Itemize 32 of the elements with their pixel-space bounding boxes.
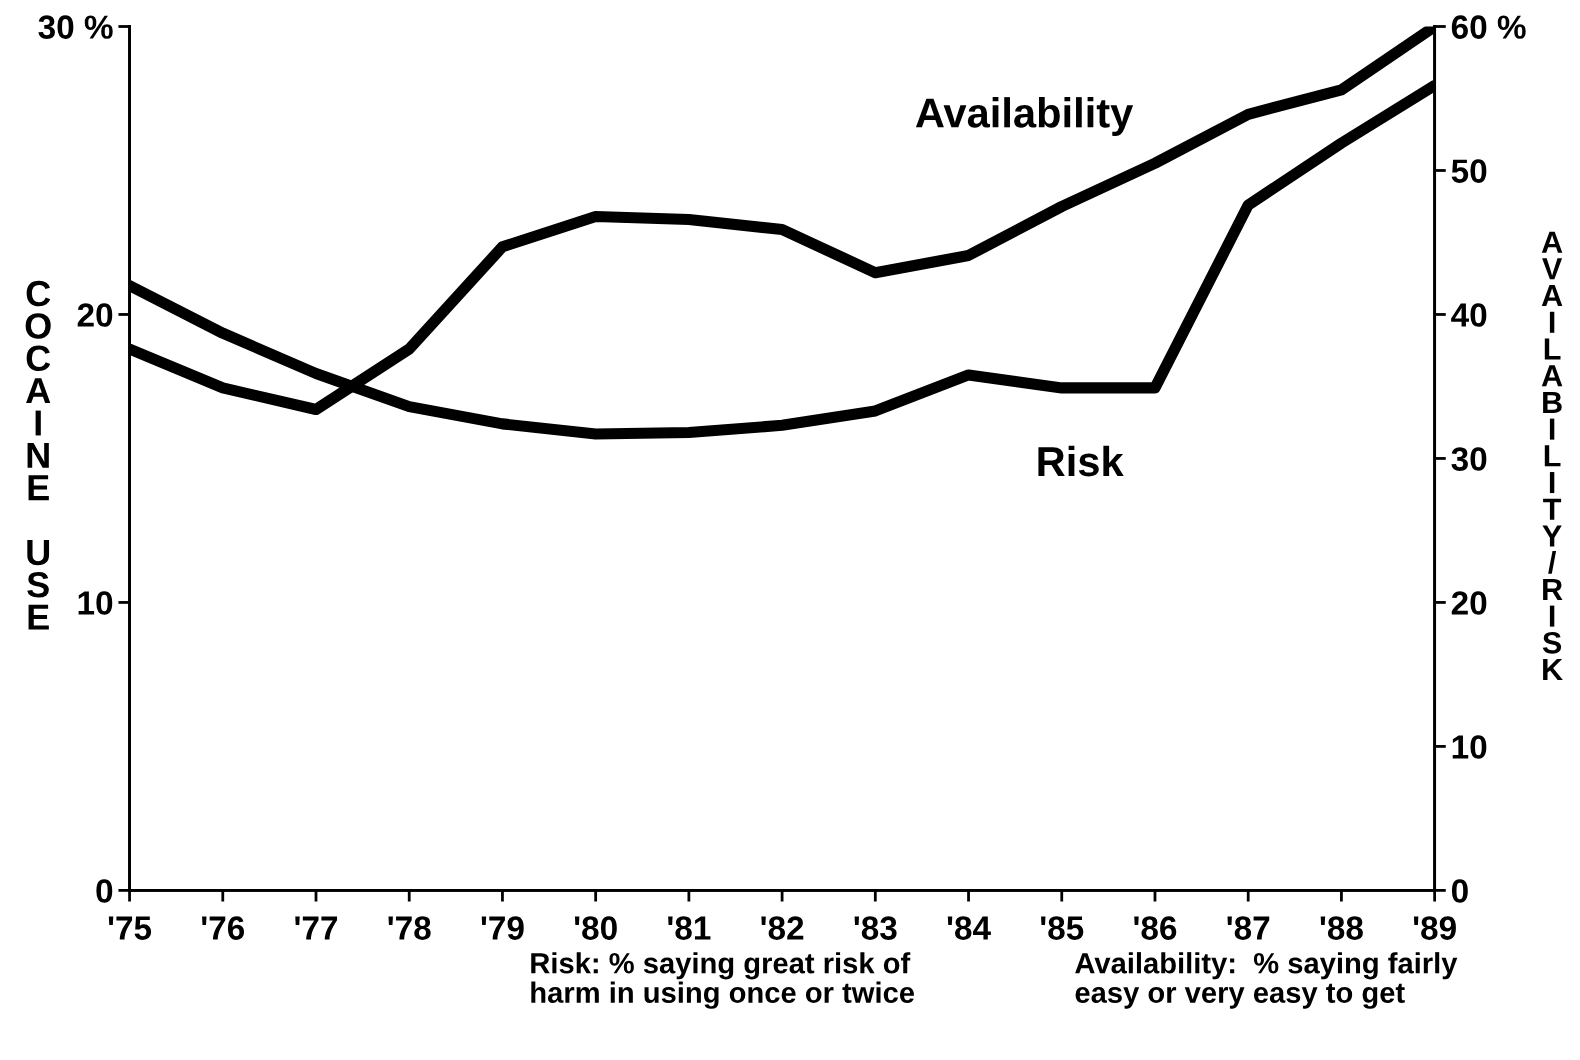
series-label: Availability — [915, 97, 1134, 136]
y-tick-label: 10 — [78, 591, 113, 615]
x-tick-label: '88 — [1320, 916, 1363, 940]
y-tick-label: 30 % — [38, 15, 113, 39]
x-tick-label: '81 — [668, 916, 711, 940]
x-tick-label: '87 — [1227, 916, 1270, 940]
text: AVAILABILITY/RISK — [1541, 231, 1563, 681]
x-tick-label: '85 — [1041, 916, 1084, 940]
y-tick-label: 0 — [96, 879, 113, 903]
y2-tick-label: 50 — [1451, 159, 1487, 183]
y2-tick-label: 10 — [1452, 735, 1487, 759]
x-tick-label: '77 — [295, 916, 338, 940]
y2-tick-label: 30 — [1451, 447, 1487, 471]
x-tick-label: '80 — [574, 916, 617, 940]
text: Availability: % saying fairly easy or very easy to get — [1075, 952, 1458, 1009]
x-tick-label: '78 — [388, 916, 431, 940]
y2-tick-label: 60 % — [1451, 15, 1526, 39]
y-tick-label: 20 — [77, 303, 113, 327]
x-tick-label: '86 — [1134, 916, 1177, 940]
x-tick-label: '89 — [1413, 916, 1456, 940]
y2-tick-label: 40 — [1451, 303, 1487, 327]
y2-tick-label: 20 — [1451, 591, 1487, 615]
x-tick-label: '83 — [854, 916, 897, 940]
x-tick-label: '82 — [761, 916, 804, 940]
x-tick-label: '84 — [947, 916, 991, 940]
text: Risk: % saying great risk of harm in using once or twice — [531, 952, 915, 1009]
text: COCAINE USE — [25, 280, 51, 630]
y2-tick-label: 0 — [1451, 879, 1468, 903]
x-tick-label: '79 — [481, 916, 524, 940]
x-tick-label: '75 — [108, 916, 152, 940]
series-label: Risk — [1038, 445, 1124, 477]
x-tick-label: '76 — [202, 916, 245, 940]
